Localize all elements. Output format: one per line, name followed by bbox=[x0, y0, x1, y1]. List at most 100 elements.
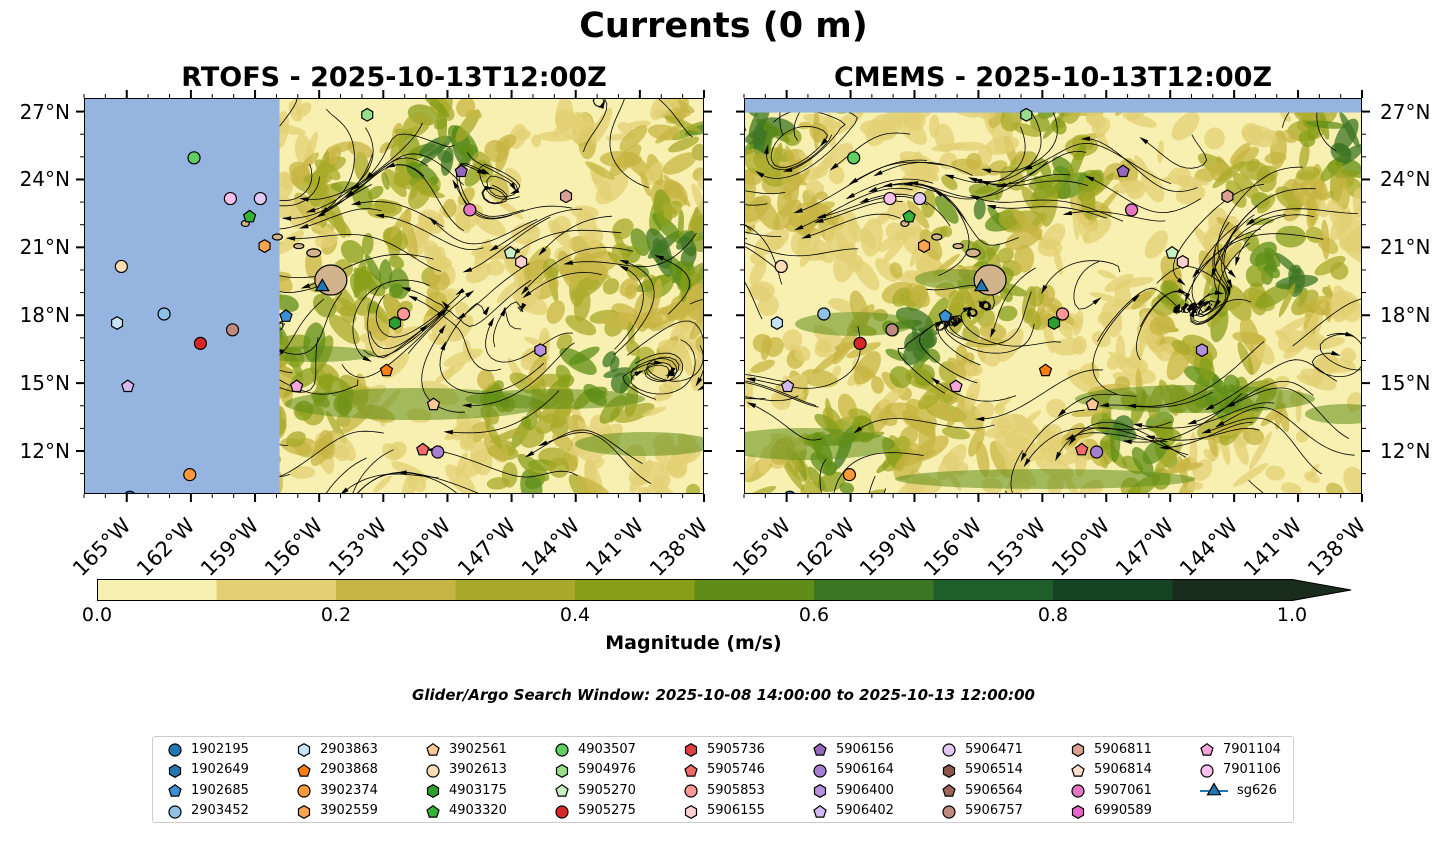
platform-5906757 bbox=[885, 323, 899, 337]
platform-5906155 bbox=[515, 254, 528, 269]
colorbar-segment bbox=[216, 579, 337, 601]
legend-marker bbox=[942, 783, 956, 797]
colorbar-segment bbox=[97, 579, 217, 601]
platform-2903868 bbox=[1038, 363, 1053, 377]
cmems-map bbox=[744, 98, 1362, 494]
x-tick-label: 138°W bbox=[645, 513, 713, 581]
platform-3902561 bbox=[426, 397, 441, 411]
legend-marker-circle-icon bbox=[168, 743, 182, 757]
legend-marker bbox=[297, 763, 311, 777]
legend-marker bbox=[813, 742, 827, 756]
platform-3902613 bbox=[114, 259, 128, 274]
legend-marker bbox=[942, 743, 956, 757]
legend-item: 2903868 bbox=[296, 760, 378, 780]
platform-4903507 bbox=[187, 151, 201, 165]
x-tick-label: 162°W bbox=[131, 513, 200, 581]
platform-5906156 bbox=[1116, 164, 1130, 178]
platform-5906164 bbox=[1090, 445, 1104, 459]
legend-label: 2903863 bbox=[320, 741, 378, 757]
legend-marker bbox=[168, 763, 182, 778]
legend-marker bbox=[942, 804, 956, 819]
y-tick-label: 18°N bbox=[1380, 303, 1431, 328]
legend-marker bbox=[1071, 763, 1085, 777]
search-window-caption: Glider/Argo Search Window: 2025-10-08 14… bbox=[412, 686, 1035, 704]
legend-item: 5907061 bbox=[1070, 780, 1152, 800]
x-tick-label: 150°W bbox=[388, 513, 456, 581]
x-tick-label: 144°W bbox=[1175, 513, 1243, 581]
platform-3902613 bbox=[774, 259, 788, 274]
platform-5906400 bbox=[1195, 343, 1208, 358]
colorbar-segment bbox=[1172, 579, 1293, 601]
legend-item: 1902685 bbox=[167, 780, 249, 800]
legend-marker-circle-icon bbox=[297, 784, 311, 798]
legend-marker bbox=[684, 804, 698, 819]
legend-marker-pentagon-icon bbox=[426, 742, 440, 756]
legend-marker bbox=[297, 804, 311, 819]
legend-label: 2903452 bbox=[191, 803, 249, 818]
legend-marker bbox=[684, 763, 698, 777]
x-tick-label: 156°W bbox=[260, 513, 328, 581]
legend-marker bbox=[297, 784, 311, 798]
colorbar-tick-label: 0.0 bbox=[81, 604, 113, 626]
legend-label: 7901106 bbox=[1223, 762, 1281, 777]
legend-marker bbox=[813, 804, 827, 818]
y-tick-label: 15°N bbox=[1380, 371, 1431, 396]
colorbar-tick-label: 0.4 bbox=[559, 604, 591, 626]
legend-item: 5904976 bbox=[554, 760, 636, 780]
legend-label: 5906757 bbox=[965, 803, 1023, 818]
legend-item: 4903175 bbox=[425, 780, 507, 800]
platform-5905270 bbox=[1165, 245, 1179, 259]
legend-marker-circle-icon bbox=[813, 763, 827, 778]
platform-1902195 bbox=[124, 490, 135, 493]
colorbar-tick-label: 0.2 bbox=[320, 604, 352, 626]
legend-marker bbox=[168, 804, 182, 819]
y-tick-label: 12°N bbox=[19, 439, 70, 463]
legend-item: 5905270 bbox=[554, 780, 636, 800]
platform-5905853 bbox=[396, 307, 411, 321]
platform-7901106 bbox=[883, 191, 897, 206]
legend-label: 1902649 bbox=[191, 762, 249, 777]
platform-5906471 bbox=[913, 191, 927, 206]
legend-label: 5907061 bbox=[1094, 782, 1152, 798]
legend-label: 5906564 bbox=[965, 782, 1023, 798]
platform-5905275 bbox=[853, 336, 867, 350]
legend-label: 5906471 bbox=[965, 741, 1023, 757]
platform-5906164 bbox=[431, 445, 445, 459]
legend-marker bbox=[684, 743, 698, 757]
legend-marker bbox=[426, 784, 440, 798]
legend-label: 5904976 bbox=[578, 762, 636, 777]
platform-2903863 bbox=[770, 316, 784, 330]
legend-marker-circle-icon bbox=[942, 743, 956, 757]
legend-marker-circle-icon bbox=[426, 763, 440, 778]
legend-marker bbox=[168, 743, 182, 757]
y-tick-label: 24°N bbox=[19, 167, 70, 192]
legend-item: 1902195 bbox=[167, 739, 249, 759]
colorbar-segment bbox=[575, 579, 695, 601]
legend-label: 1902685 bbox=[191, 782, 249, 798]
platform-5906400 bbox=[534, 343, 547, 358]
legend-item: 5906757 bbox=[941, 801, 1023, 821]
legend-marker bbox=[555, 743, 569, 757]
platform-2903868 bbox=[379, 363, 394, 377]
platform-7901104 bbox=[289, 379, 304, 393]
legend-marker bbox=[942, 763, 956, 778]
legend-label: 5906402 bbox=[836, 803, 894, 818]
x-tick-label: 150°W bbox=[1047, 513, 1115, 581]
x-tick-label: 162°W bbox=[791, 513, 860, 581]
legend-item: sg626 bbox=[1199, 780, 1277, 800]
y-tick-label: 15°N bbox=[19, 371, 70, 396]
legend-item: 5906811 bbox=[1070, 739, 1152, 759]
platform-5904976 bbox=[1020, 107, 1033, 122]
legend-label: 4903507 bbox=[578, 741, 636, 757]
legend-item: 5906155 bbox=[683, 801, 765, 821]
legend-label: 5906811 bbox=[1094, 741, 1152, 757]
legend-marker-hexagon-icon bbox=[942, 763, 956, 778]
platform-2903452 bbox=[157, 307, 171, 321]
platform-2903452 bbox=[817, 307, 831, 321]
platform-5905275 bbox=[193, 336, 208, 350]
legend-marker bbox=[1071, 784, 1085, 798]
legend-item: 2903863 bbox=[296, 739, 378, 759]
legend-marker bbox=[684, 784, 698, 798]
legend-item: 5905853 bbox=[683, 780, 765, 800]
figure-title: Currents (0 m) bbox=[579, 6, 868, 46]
